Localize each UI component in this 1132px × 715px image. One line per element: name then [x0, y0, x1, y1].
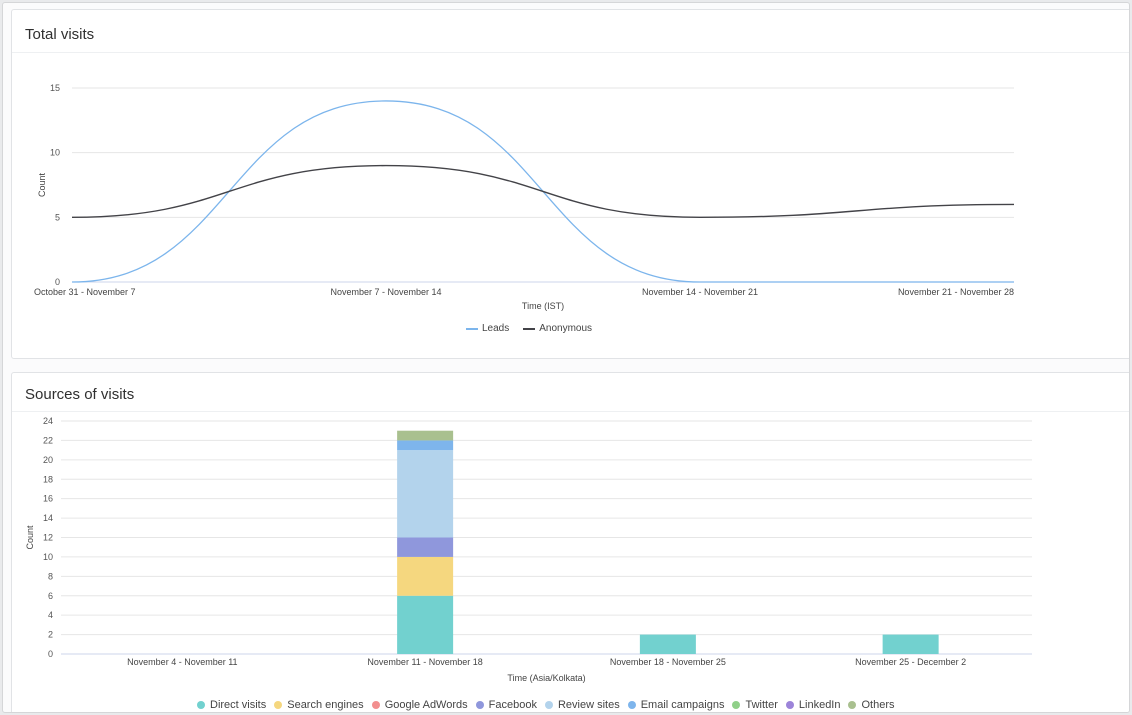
y-axis-label: Count [37, 173, 47, 198]
legend-label: Google AdWords [384, 699, 468, 711]
y-tick-label: 4 [48, 610, 53, 620]
legend-dot-icon [475, 701, 484, 709]
legend-item[interactable]: Facebook [475, 699, 537, 711]
y-tick-label: 0 [48, 649, 53, 659]
y-tick-label: 5 [55, 212, 60, 222]
y-tick-label: 15 [50, 83, 60, 93]
legend-dot-icon [544, 701, 553, 709]
legend-dot-icon [785, 701, 794, 709]
legend-dot-icon [627, 701, 636, 709]
x-tick-label: November 18 - November 25 [610, 657, 726, 667]
legend-item[interactable]: Leads [466, 323, 509, 334]
legend-label: Email campaigns [640, 699, 725, 711]
legend-label: Direct visits [210, 699, 267, 711]
sources-legend: Direct visits Search engines Google AdWord… [197, 699, 903, 711]
y-tick-label: 22 [43, 435, 53, 445]
x-tick-label: November 4 - November 11 [127, 657, 237, 667]
x-tick-label: November 25 - December 2 [855, 657, 966, 667]
series-line-leads[interactable] [71, 100, 1014, 283]
y-tick-label: 20 [43, 455, 53, 465]
bar-segment-search-engines[interactable] [397, 556, 454, 596]
bar-segment-facebook[interactable] [397, 537, 454, 557]
legend-label: Anonymous [539, 323, 593, 334]
legend-dot-icon [848, 701, 857, 709]
bar-segment-review-sites[interactable] [397, 450, 454, 538]
legend-item[interactable]: Google AdWords [371, 699, 468, 711]
legend-dot-icon [371, 701, 380, 709]
y-axis-label: Count [25, 525, 35, 550]
legend-label: Facebook [488, 699, 537, 711]
legend-label: LinkedIn [798, 699, 841, 711]
x-axis-label: Time (IST) [522, 301, 564, 311]
bar-segment-direct-visits[interactable] [882, 634, 939, 654]
y-tick-label: 16 [43, 494, 53, 504]
legend-item[interactable]: Twitter [732, 699, 778, 711]
sources-of-visits-title: Sources of visits [25, 386, 135, 403]
y-tick-label: 8 [48, 571, 53, 581]
x-tick-label: November 14 - November 21 [642, 287, 758, 297]
total-visits-line-chart: 0 5 10 15 October 31 - November 7 November 7 … [34, 83, 1015, 311]
legend-dot-icon [197, 701, 205, 709]
y-tick-label: 10 [50, 148, 60, 158]
legend-label: Leads [482, 323, 510, 334]
x-tick-label: November 7 - November 14 [330, 287, 441, 297]
bar-segment-email-campaigns[interactable] [397, 440, 454, 451]
bar-segment-direct-visits[interactable] [397, 595, 454, 654]
x-tick-label: November 21 - November 28 [898, 287, 1014, 297]
y-tick-label: 10 [43, 552, 53, 562]
sources-of-visits-card: Sources of visits 0 2 4 6 8 10 12 14 16 18 20 22 24 N… [11, 372, 1129, 712]
bar-segment-direct-visits[interactable] [639, 634, 696, 654]
y-tick-label: 6 [48, 591, 53, 601]
x-tick-label: October 31 - November 7 [34, 287, 136, 297]
bar-segment-others[interactable] [397, 430, 454, 441]
legend-line-icon [523, 327, 536, 330]
card-divider [12, 411, 1129, 412]
y-tick-label: 12 [43, 533, 53, 543]
legend-item[interactable]: Anonymous [523, 323, 592, 334]
y-tick-label: 0 [55, 277, 60, 287]
total-visits-title: Total visits [25, 26, 95, 43]
y-tick-label: 14 [43, 513, 53, 523]
x-axis-label: Time (Asia/Kolkata) [507, 673, 585, 683]
y-tick-label: 18 [43, 474, 53, 484]
legend-label: Others [861, 699, 895, 711]
legend-dot-icon [274, 701, 283, 709]
legend-item[interactable]: Email campaigns [627, 699, 725, 711]
legend-item[interactable]: Search engines [274, 699, 364, 711]
legend-item[interactable]: Others [848, 699, 895, 711]
legend-dot-icon [732, 701, 741, 709]
y-tick-label: 2 [48, 630, 53, 640]
legend-label: Search engines [287, 699, 364, 711]
x-tick-label: November 11 - November 18 [367, 657, 482, 667]
total-visits-card: Total visits 0 5 10 15 October 31 - November… [11, 9, 1129, 359]
y-tick-label: 24 [43, 416, 53, 426]
legend-label: Review sites [557, 699, 620, 711]
legend-item[interactable]: Direct visits [197, 699, 266, 711]
legend-label: Twitter [745, 699, 778, 711]
series-line-anonymous[interactable] [71, 164, 1015, 219]
legend-item[interactable]: Review sites [544, 699, 620, 711]
legend-line-icon [466, 327, 478, 330]
card-divider [12, 52, 1129, 53]
total-visits-legend: Leads Anonymous [466, 323, 606, 334]
legend-item[interactable]: LinkedIn [785, 699, 841, 711]
